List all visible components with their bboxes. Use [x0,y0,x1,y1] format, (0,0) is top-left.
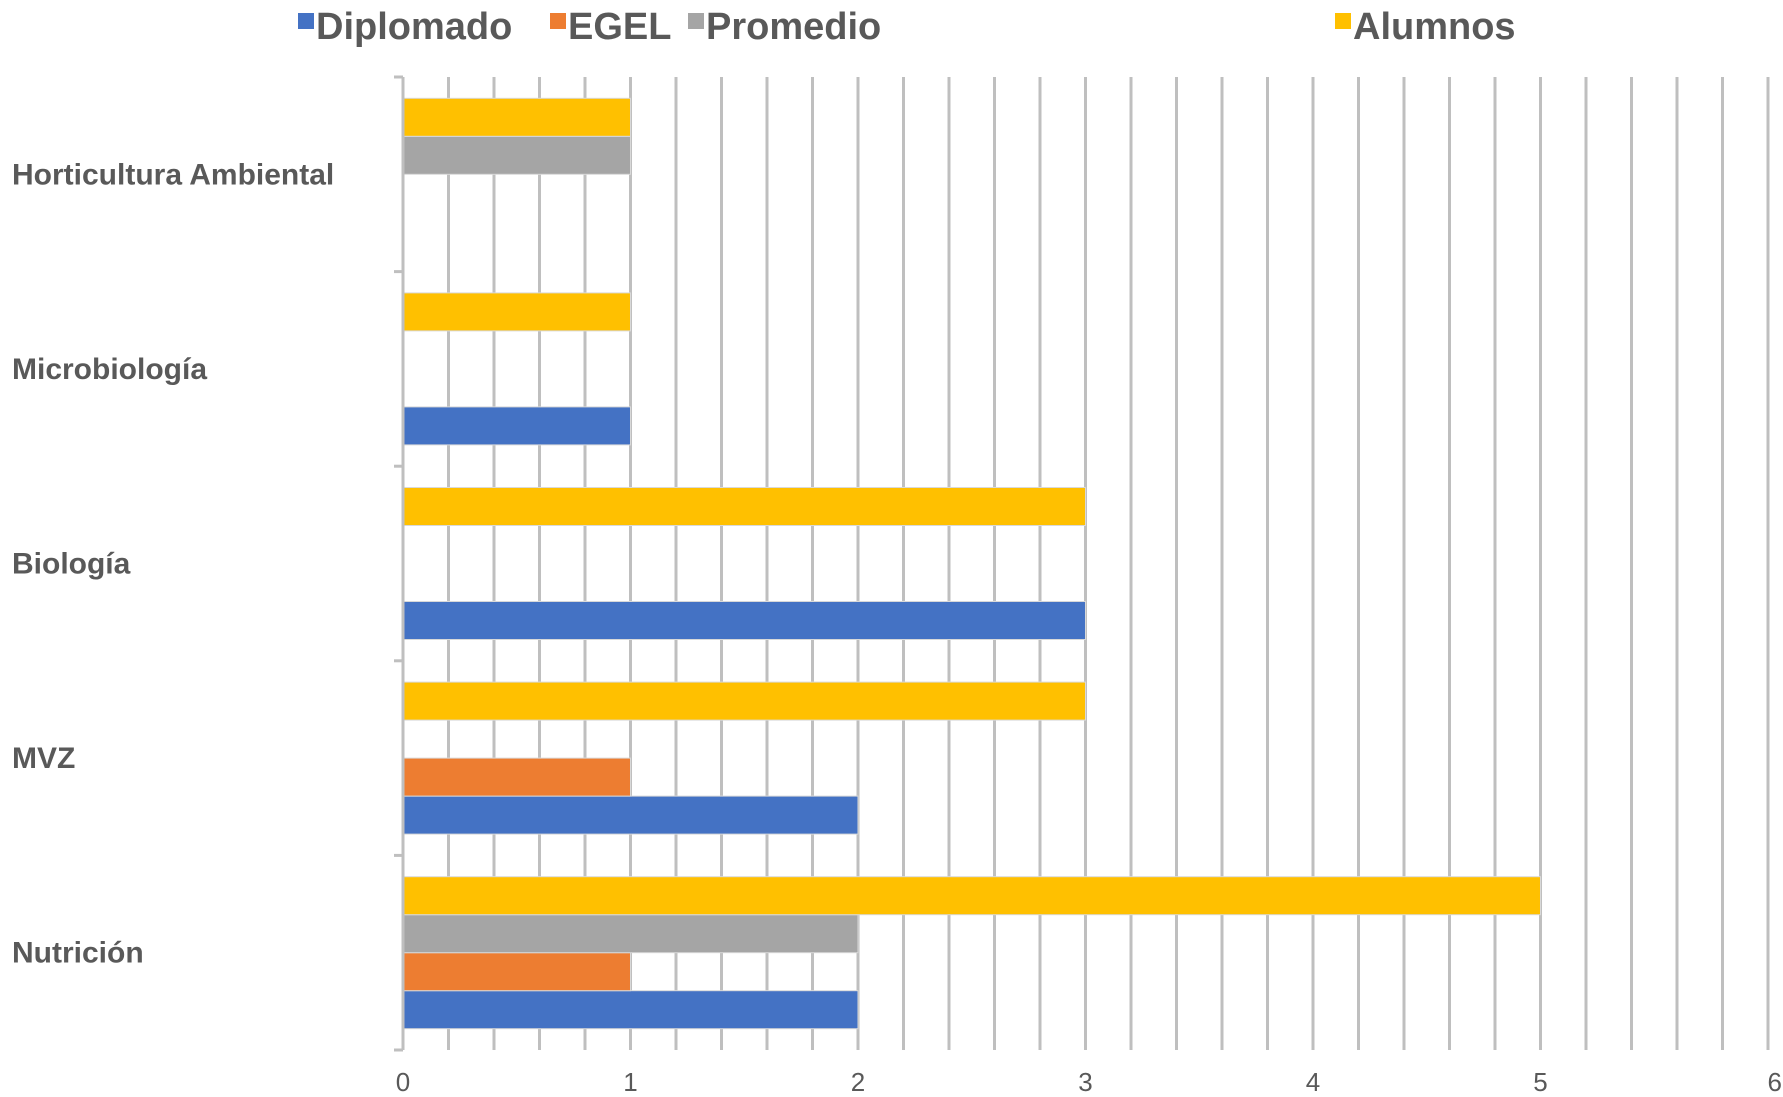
category-label: Horticultura Ambiental [12,158,334,191]
bar-alumnos-1 [402,876,1541,916]
legend-item-egel: EGEL [550,6,671,48]
chart-bars [402,97,1541,1030]
bar-diplomado-2 [402,795,859,835]
bar-promedio-1 [402,914,859,954]
x-tick-label: 1 [623,1067,637,1097]
x-tick-label: 4 [1306,1067,1320,1097]
chart-category-labels: Nutrición MVZ Biología Microbiología Horticu… [12,158,334,969]
bar-alumnos-5 [402,97,631,137]
x-tick-label: 0 [396,1067,410,1097]
legend-label: Promedio [706,6,881,48]
legend-swatch [298,13,314,29]
bar-alumnos-2 [402,681,1086,721]
x-tick-label: 6 [1768,1067,1782,1097]
bar-diplomado-1 [402,990,859,1030]
bar-alumnos-3 [402,487,1086,526]
legend-label: Alumnos [1353,6,1516,48]
x-tick-label: 3 [1078,1067,1092,1097]
chart-legend: Diplomado EGEL Promedio Alumnos [298,6,1516,48]
bar-promedio-5 [402,135,631,175]
legend-label: Diplomado [316,6,512,48]
legend-swatch [688,13,704,29]
category-label: Biología [12,548,131,581]
legend-item-promedio: Promedio [688,6,881,48]
legend-swatch [1335,13,1351,29]
bar-egel-2 [402,757,631,797]
x-tick-label: 5 [1533,1067,1547,1097]
chart-x-tick-labels: 0 1 2 3 4 5 6 [396,1067,1782,1097]
bar-diplomado-4 [402,406,631,446]
x-tick-label: 2 [851,1067,865,1097]
legend-item-diplomado: Diplomado [298,6,512,48]
bar-alumnos-4 [402,292,631,332]
category-label: MVZ [12,742,75,775]
category-label: Microbiología [12,353,207,386]
category-label: Nutrición [12,937,144,970]
legend-label: EGEL [568,6,671,48]
bar-diplomado-3 [402,601,1086,640]
bar-egel-1 [402,952,631,992]
chart-y-axis [394,75,405,1052]
legend-swatch [550,13,566,29]
legend-item-alumnos: Alumnos [1335,6,1516,48]
